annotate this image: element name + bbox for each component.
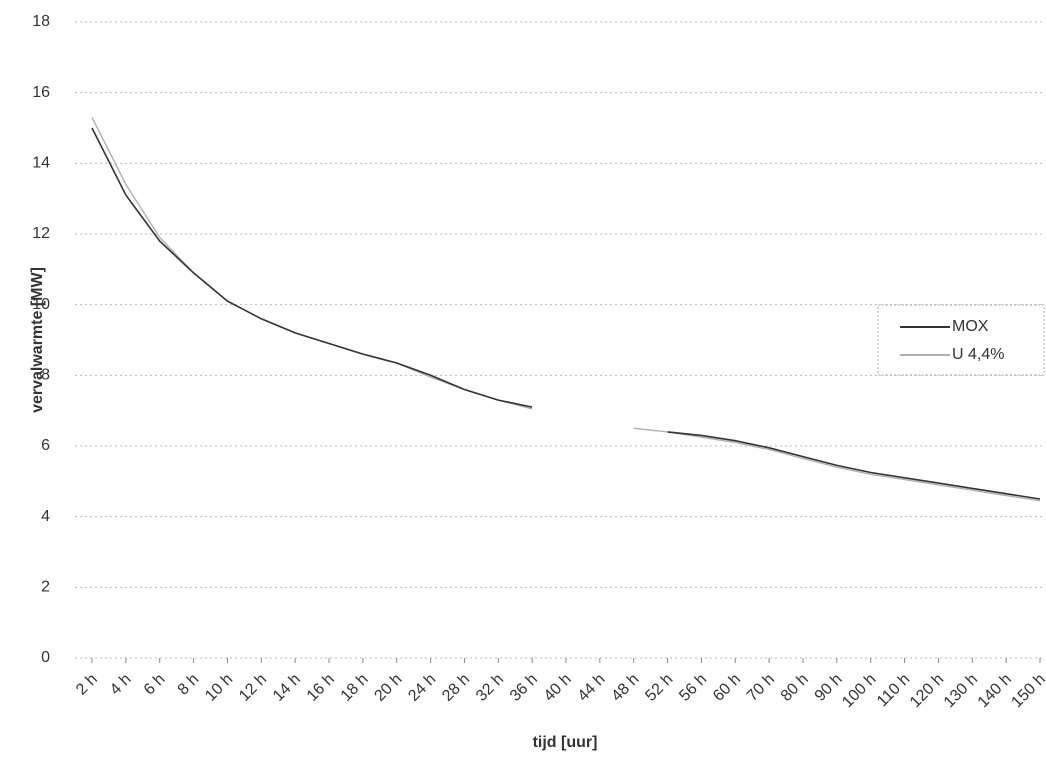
x-tick-label: 4 h xyxy=(107,671,135,699)
y-tick-label: 10 xyxy=(32,296,50,313)
x-tick-label: 56 h xyxy=(676,671,710,705)
legend: MOX U 4,4% xyxy=(877,304,1045,376)
x-tick-label: 48 h xyxy=(609,671,643,705)
y-tick-label: 0 xyxy=(41,649,50,666)
y-tick-label: 4 xyxy=(41,508,50,525)
x-tick-label: 52 h xyxy=(642,671,676,705)
x-tick-label: 28 h xyxy=(439,671,473,705)
x-tick-label: 150 h xyxy=(1008,671,1046,711)
x-tick-label: 80 h xyxy=(778,671,812,705)
x-tick-label: 12 h xyxy=(236,671,270,705)
x-tick-label: 10 h xyxy=(202,671,236,705)
y-tick-label: 16 xyxy=(32,84,50,101)
y-axis-label: vervalwarmte [MW] xyxy=(29,267,46,413)
series-line xyxy=(91,127,533,408)
x-tick-label: 14 h xyxy=(270,671,304,705)
legend-label: MOX xyxy=(952,318,989,335)
y-tick-label: 6 xyxy=(41,437,50,454)
legend-box xyxy=(877,304,1045,376)
y-tick-label: 8 xyxy=(41,367,50,384)
series-line xyxy=(667,431,1041,500)
x-axis-label: tijd [uur] xyxy=(533,734,598,751)
series-line xyxy=(633,427,1041,502)
x-tick-label: 70 h xyxy=(744,671,778,705)
x-tick-label: 16 h xyxy=(304,671,338,705)
x-tick-label: 36 h xyxy=(507,671,541,705)
x-tick-label: 130 h xyxy=(941,671,981,711)
x-tick-label: 24 h xyxy=(405,671,439,705)
x-tick-label: 100 h xyxy=(839,671,879,711)
y-tick-label: 18 xyxy=(32,13,50,30)
x-tick-label: 32 h xyxy=(473,671,507,705)
y-tick-label: 12 xyxy=(32,225,50,242)
x-tick-label: 8 h xyxy=(175,671,203,699)
x-tick-label: 110 h xyxy=(874,671,913,710)
x-tick-label: 18 h xyxy=(338,671,372,705)
x-tick-label: 140 h xyxy=(975,671,1015,711)
y-tick-label: 2 xyxy=(41,579,50,596)
x-tick-label: 6 h xyxy=(141,671,169,699)
x-tick-label: 44 h xyxy=(575,671,609,705)
series-line xyxy=(91,117,533,410)
legend-label: U 4,4% xyxy=(952,346,1004,363)
x-tick-label: 60 h xyxy=(710,671,744,705)
x-tick-label: 40 h xyxy=(541,671,575,705)
y-tick-label: 14 xyxy=(32,155,50,172)
x-tick-label: 20 h xyxy=(372,671,406,705)
x-tick-label: 120 h xyxy=(907,671,947,711)
x-tick-label: 2 h xyxy=(73,671,101,699)
